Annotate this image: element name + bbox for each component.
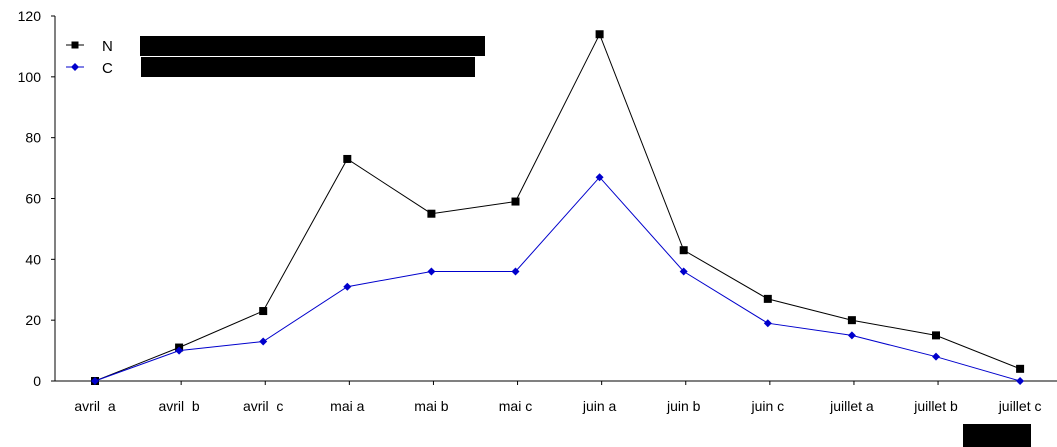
y-tick-label: 20 [25,312,41,328]
data-point-c [847,331,856,340]
data-point-c [1016,377,1025,385]
corner-redaction [963,424,1031,447]
x-tick-label: avril c [243,398,283,414]
data-point-c [343,282,352,291]
y-tick-label: 120 [18,8,42,24]
data-point-n [511,197,520,206]
legend-label-c: C [102,60,113,77]
data-point-c [511,267,520,276]
y-axis: 0 20 40 60 80 100 120 [18,8,56,389]
data-point-n [763,294,772,303]
data-point-c [259,337,268,346]
x-tick-label: juillet a [829,398,874,414]
data-point-n [427,209,436,218]
legend-redaction-2 [141,57,475,77]
data-point-n [343,154,352,163]
data-point-c [679,267,688,276]
data-point-n [595,30,604,39]
data-point-c [763,319,772,328]
x-tick-label: juillet c [998,398,1042,414]
legend-label-n: N [102,38,113,55]
x-tick-label: avril a [74,398,115,414]
x-tick-label: juin a [582,398,617,414]
x-tick-label: avril b [158,398,199,414]
x-tick-label: juillet b [913,398,958,414]
data-point-n [679,246,688,255]
x-tick-label: mai b [414,398,448,414]
x-tick-label: juin c [750,398,784,414]
data-point-n [847,316,856,325]
data-point-n [259,307,268,316]
series-layer [91,30,1025,385]
y-tick-label: 0 [33,373,41,389]
y-tick-label: 60 [25,191,41,207]
data-point-c [932,352,940,361]
data-point-c [595,173,604,182]
legend-redaction-1 [140,36,485,56]
y-tick-label: 80 [25,130,41,146]
data-point-c [175,346,184,355]
data-point-c [427,267,436,276]
series-line-n [94,33,1021,382]
legend: N C [66,36,485,77]
x-tick-label: mai a [330,398,364,414]
data-point-c [91,377,99,385]
series-line-c [94,176,1021,382]
data-point-n [1016,364,1025,373]
legend-marker-c [71,63,79,71]
y-tick-label: 40 [25,251,41,267]
y-tick-label: 100 [18,69,42,85]
x-tick-label: juin b [666,398,701,414]
legend-marker-n [71,41,79,49]
x-tick-label: mai c [499,398,532,414]
x-axis: avril a avril b avril c mai a mai b mai c juin… [55,380,1057,414]
data-point-n [932,331,940,340]
